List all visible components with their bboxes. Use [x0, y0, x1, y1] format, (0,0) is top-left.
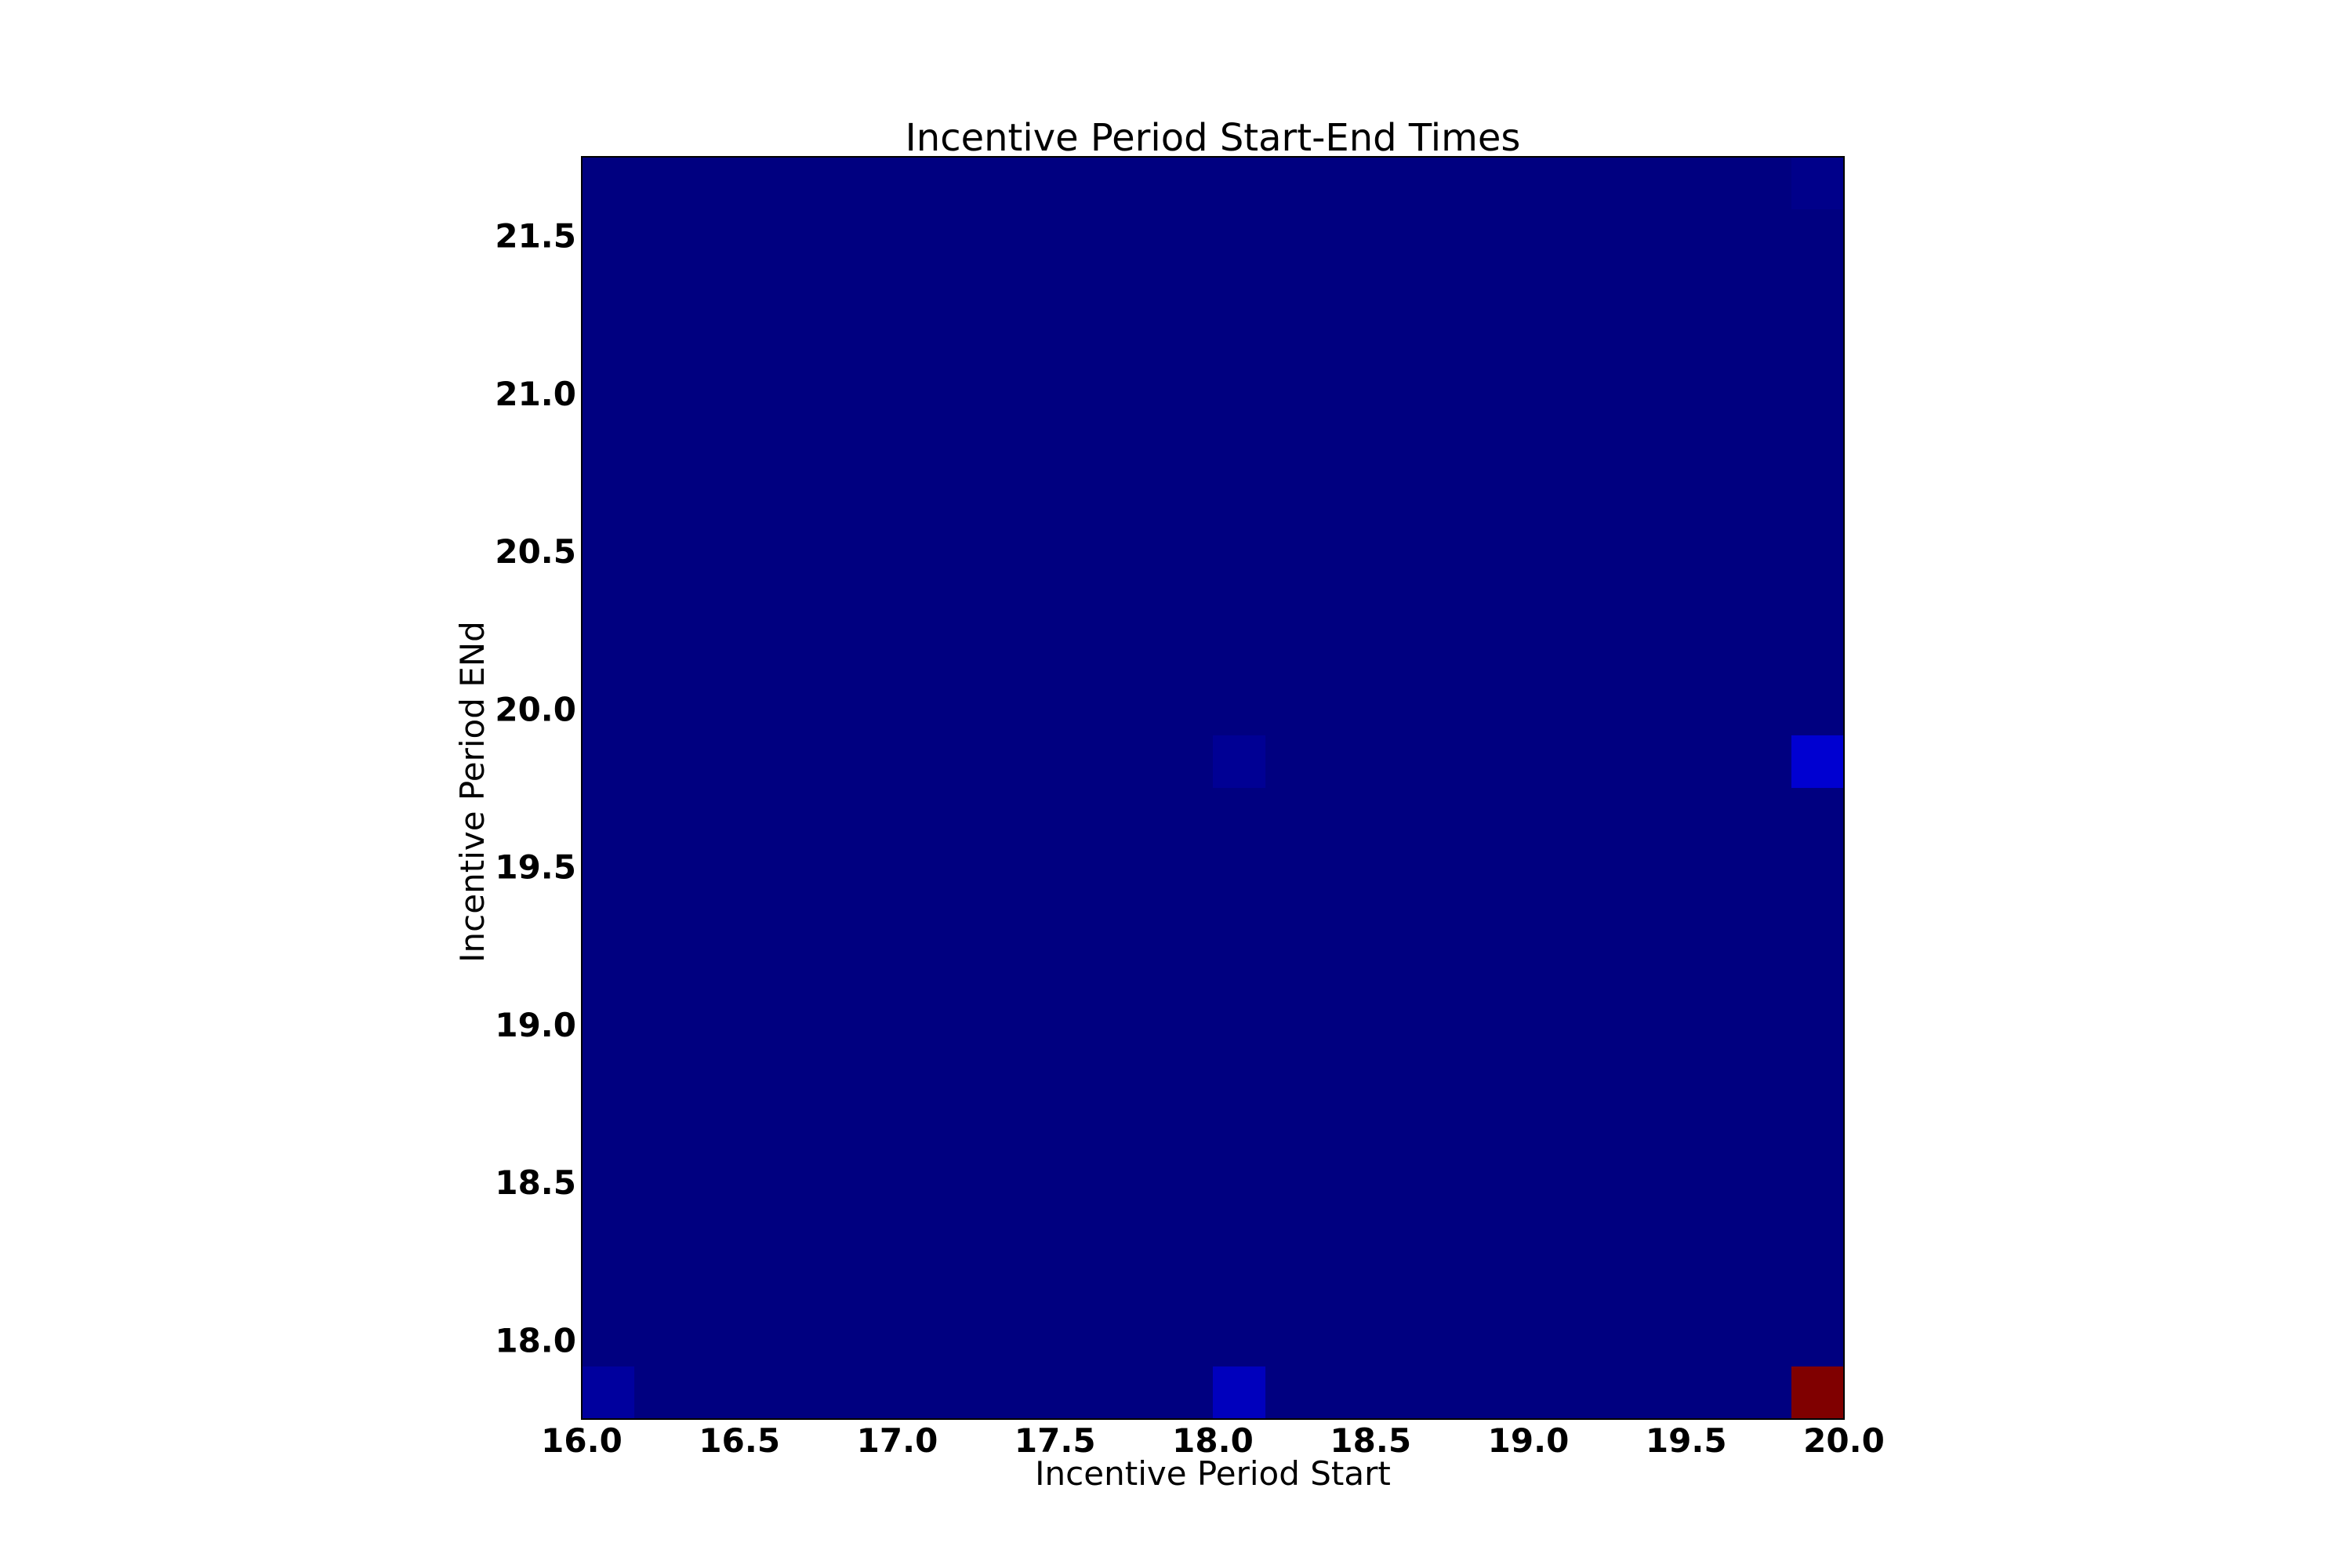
x-axis-ticks: 16.0 16.5 17.0 17.5 18.0 18.5 19.0 19.5 20.0	[541, 1421, 1885, 1460]
heatmap-cell-1	[1212, 1366, 1266, 1419]
x-tick-label: 19.0	[1488, 1421, 1570, 1460]
heatmap-cell-0	[582, 1366, 635, 1419]
x-tick-label: 18.5	[1330, 1421, 1411, 1460]
x-tick-label: 17.5	[1014, 1421, 1096, 1460]
y-axis-ticks: 18.0 18.5 19.0 19.5 20.0 20.5 21.0 21.5	[495, 217, 576, 1360]
heatmap-area	[581, 156, 1845, 1420]
y-tick-label: 21.0	[495, 375, 576, 413]
y-axis-label: Incentive Period ENd	[453, 621, 492, 963]
heatmap-cell-2	[1791, 1366, 1844, 1419]
x-tick-label: 17.0	[857, 1421, 938, 1460]
x-tick-label: 19.5	[1646, 1421, 1727, 1460]
x-axis-label: Incentive Period Start	[1035, 1454, 1391, 1493]
y-tick-label: 20.5	[495, 532, 576, 571]
x-tick-label: 16.5	[699, 1421, 780, 1460]
heatmap-cell-4	[1791, 735, 1844, 789]
x-tick-label: 18.0	[1172, 1421, 1254, 1460]
x-tick-label: 20.0	[1803, 1421, 1885, 1460]
y-tick-label: 20.0	[495, 690, 576, 728]
x-tick-label: 16.0	[541, 1421, 622, 1460]
y-tick-label: 21.5	[495, 217, 576, 256]
y-tick-label: 18.5	[495, 1163, 576, 1202]
y-tick-label: 19.0	[495, 1006, 576, 1044]
plot-frame	[581, 156, 1845, 1420]
chart-title: Incentive Period Start-End Times	[906, 116, 1521, 160]
y-tick-label: 18.0	[495, 1321, 576, 1359]
y-tick-label: 19.5	[495, 848, 576, 887]
heatmap-cell-3	[1212, 735, 1266, 789]
heatmap-cell-5	[1791, 157, 1844, 210]
